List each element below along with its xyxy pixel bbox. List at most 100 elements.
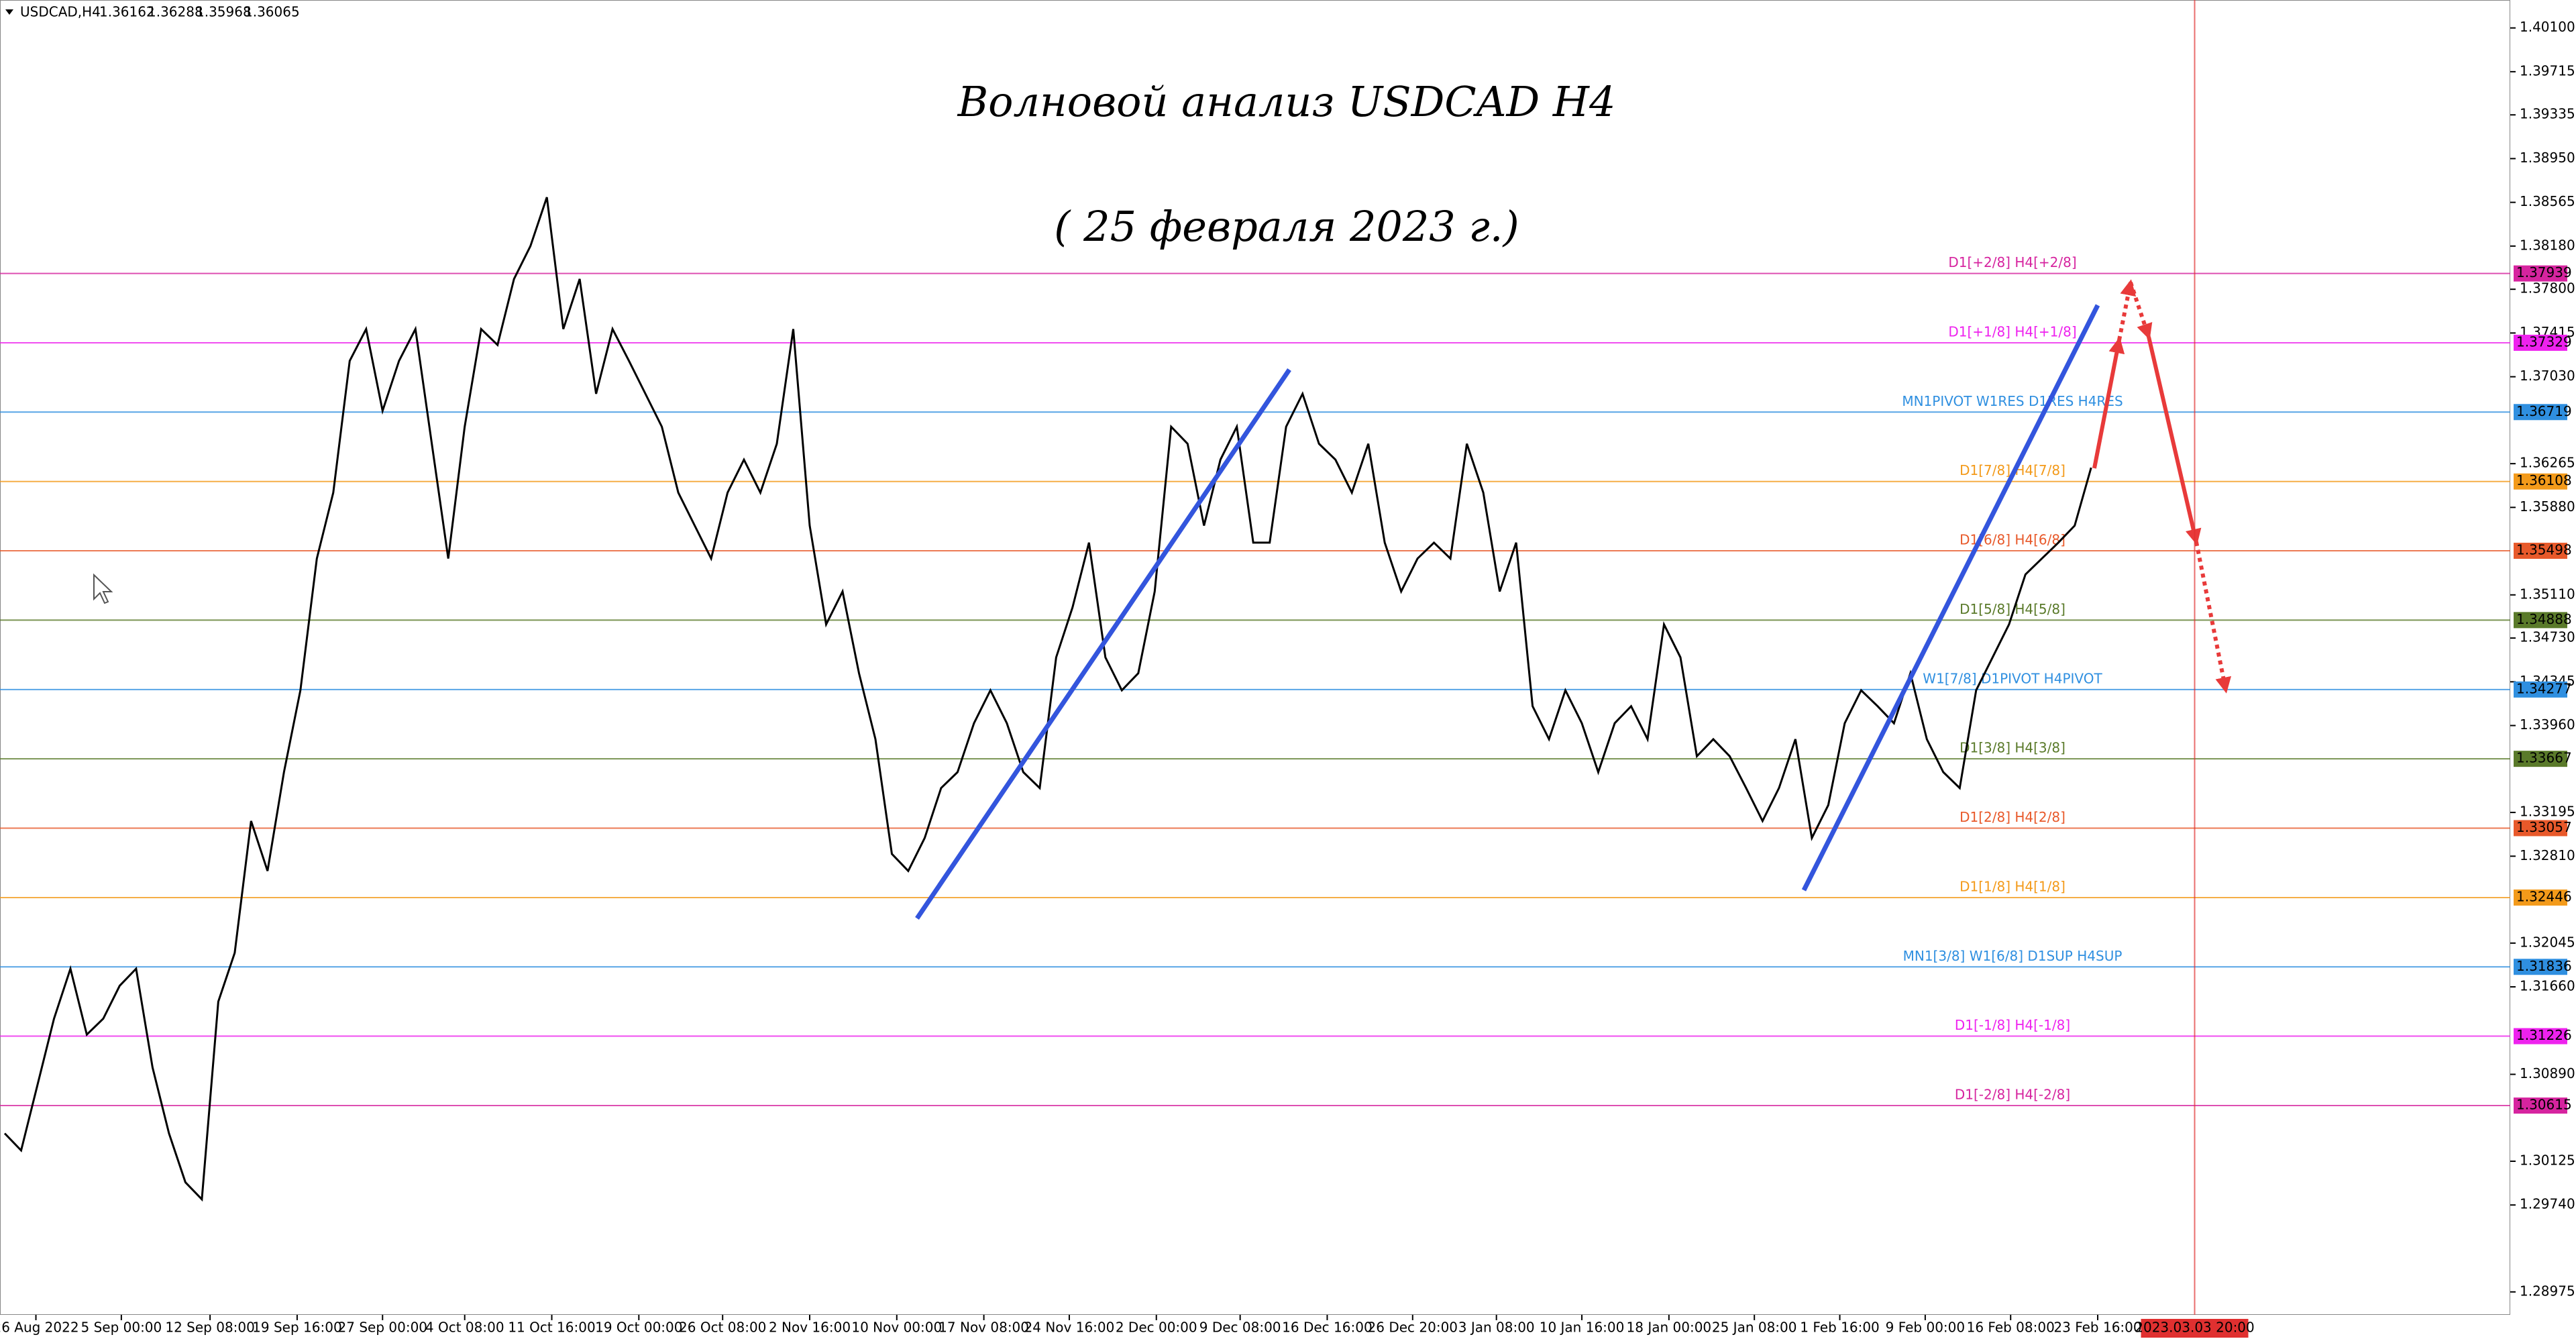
level-label: D1[+1/8] H4[+1/8] bbox=[1948, 323, 2076, 339]
y-tick-label: 1.30890 bbox=[2520, 1065, 2575, 1081]
y-tick-label: 1.33195 bbox=[2520, 804, 2575, 820]
y-tick-label: 1.35110 bbox=[2520, 586, 2575, 602]
forecast-arrow bbox=[2147, 336, 2202, 545]
x-tick-label: 9 Feb 00:00 bbox=[1886, 1320, 1966, 1336]
x-tick-label: 26 Oct 08:00 bbox=[679, 1320, 766, 1336]
x-tick-label: 16 Feb 08:00 bbox=[1967, 1320, 2055, 1336]
level-price-box bbox=[2514, 334, 2567, 351]
level-price: 1.34277 bbox=[2516, 680, 2572, 696]
level-price-box bbox=[2514, 265, 2567, 282]
x-tick-label: 19 Oct 00:00 bbox=[595, 1320, 682, 1336]
mouse-cursor bbox=[93, 573, 113, 604]
level-price-box bbox=[2514, 751, 2567, 767]
wave-line bbox=[1801, 304, 2100, 892]
level-price: 1.36719 bbox=[2516, 403, 2572, 419]
header-close: 1.36065 bbox=[244, 4, 300, 20]
level-price: 1.37939 bbox=[2516, 264, 2572, 280]
y-tick-label: 1.31660 bbox=[2520, 978, 2575, 994]
level-label: D1[1/8] H4[1/8] bbox=[1960, 878, 2065, 894]
level-price-box bbox=[2514, 612, 2567, 629]
level-label: D1[+2/8] H4[+2/8] bbox=[1948, 254, 2076, 270]
level-price: 1.33057 bbox=[2516, 819, 2572, 835]
x-tick-label: 17 Nov 08:00 bbox=[938, 1320, 1029, 1336]
level-label: MN1PIVOT W1RES D1RES H4RES bbox=[1902, 393, 2123, 409]
header-symbol: USDCAD,H4 bbox=[20, 4, 101, 20]
level-price-box bbox=[2514, 889, 2567, 906]
x-tick-label: 27 Sep 00:00 bbox=[338, 1320, 428, 1336]
level-price: 1.36108 bbox=[2516, 472, 2572, 488]
level-price: 1.33667 bbox=[2516, 750, 2572, 766]
x-tick-label: 4 Oct 08:00 bbox=[425, 1320, 504, 1336]
level-price: 1.31226 bbox=[2516, 1027, 2572, 1043]
y-tick-label: 1.33960 bbox=[2520, 716, 2575, 733]
x-tick-label: 11 Oct 16:00 bbox=[508, 1320, 595, 1336]
wave-annotations bbox=[915, 279, 2232, 920]
chart-subtitle: ( 25 февраля 2023 г.) bbox=[1054, 202, 1519, 251]
x-tick-label: 24 Nov 16:00 bbox=[1024, 1320, 1115, 1336]
x-tick-label: 16 Dec 16:00 bbox=[1282, 1320, 1373, 1336]
x-tick-label: 25 Jan 08:00 bbox=[1712, 1320, 1797, 1336]
level-label: D1[-2/8] H4[-2/8] bbox=[1955, 1087, 2070, 1103]
y-tick-label: 1.39715 bbox=[2520, 62, 2575, 78]
x-tick-label: 26 Aug 2022 bbox=[0, 1320, 79, 1336]
header-high: 1.36288 bbox=[148, 4, 203, 20]
y-tick-label: 1.39335 bbox=[2520, 106, 2575, 122]
x-tick-label: 26 Dec 20:00 bbox=[1368, 1320, 1458, 1336]
y-tick-label: 1.35880 bbox=[2520, 498, 2575, 515]
price-axis bbox=[2510, 0, 2576, 1315]
x-tick-label: 10 Jan 16:00 bbox=[1540, 1320, 1625, 1336]
level-price: 1.35498 bbox=[2516, 542, 2572, 558]
x-tick-label: 23 Feb 16:00 bbox=[2053, 1320, 2141, 1336]
x-tick-label: 18 Jan 00:00 bbox=[1627, 1320, 1712, 1336]
level-label: D1[2/8] H4[2/8] bbox=[1960, 809, 2065, 825]
x-tick-label: 19 Sep 16:00 bbox=[252, 1320, 342, 1336]
level-price-box bbox=[2514, 1028, 2567, 1045]
header-low: 1.35968 bbox=[196, 4, 252, 20]
y-tick-label: 1.32045 bbox=[2520, 934, 2575, 950]
forecast-arrow bbox=[2092, 337, 2125, 469]
x-tick-label: 2 Nov 16:00 bbox=[769, 1320, 851, 1336]
level-price: 1.32446 bbox=[2516, 888, 2572, 904]
y-tick-label: 1.30125 bbox=[2520, 1153, 2575, 1169]
level-price-box bbox=[2514, 959, 2567, 975]
forecast-arrow bbox=[2194, 541, 2232, 694]
level-label: D1[3/8] H4[3/8] bbox=[1960, 740, 2065, 756]
y-tick-label: 1.37800 bbox=[2520, 280, 2575, 297]
x-tick-label: 2 Dec 00:00 bbox=[1116, 1320, 1197, 1336]
y-tick-label: 1.38180 bbox=[2520, 237, 2575, 253]
level-price: 1.31836 bbox=[2516, 958, 2572, 974]
y-tick-label: 1.28975 bbox=[2520, 1283, 2575, 1299]
wave-line bbox=[915, 368, 1291, 920]
x-tick-label: 3 Jan 08:00 bbox=[1458, 1320, 1535, 1336]
plot-frame bbox=[0, 0, 2511, 1316]
y-tick-label: 1.38950 bbox=[2520, 150, 2575, 166]
level-label: D1[-1/8] H4[-1/8] bbox=[1955, 1017, 2070, 1033]
y-tick-label: 1.37030 bbox=[2520, 368, 2575, 384]
level-price-box bbox=[2514, 404, 2567, 421]
x-tick-label: 10 Nov 00:00 bbox=[851, 1320, 942, 1336]
level-price-box bbox=[2514, 820, 2567, 837]
level-price-box bbox=[2514, 473, 2567, 490]
header-icon bbox=[5, 9, 13, 15]
y-tick-label: 1.29740 bbox=[2520, 1196, 2575, 1212]
x-tick-label: 5 Sep 00:00 bbox=[80, 1320, 162, 1336]
level-label: MN1[3/8] W1[6/8] D1SUP H4SUP bbox=[1903, 948, 2123, 964]
level-price: 1.34888 bbox=[2516, 611, 2572, 627]
y-tick-label: 1.34730 bbox=[2520, 629, 2575, 645]
header-open: 1.36162 bbox=[99, 4, 155, 20]
y-tick-label: 1.38565 bbox=[2520, 193, 2575, 209]
forecast-arrow bbox=[2129, 282, 2153, 340]
chart-title: Волновой анализ USDCAD H4 bbox=[957, 77, 1616, 126]
level-label: W1[7/8] D1PIVOT H4PIVOT bbox=[1923, 670, 2102, 686]
forecast-arrow bbox=[2117, 279, 2137, 341]
x-tick-label: 12 Sep 08:00 bbox=[165, 1320, 255, 1336]
level-price-box bbox=[2514, 543, 2567, 559]
y-tick-label: 1.32810 bbox=[2520, 847, 2575, 863]
level-price-box bbox=[2514, 1097, 2567, 1114]
y-tick-label: 1.40100 bbox=[2520, 19, 2575, 35]
x-tick-label: 1 Feb 16:00 bbox=[1800, 1320, 1880, 1336]
level-price: 1.37329 bbox=[2516, 333, 2572, 350]
level-price-box bbox=[2514, 681, 2567, 698]
